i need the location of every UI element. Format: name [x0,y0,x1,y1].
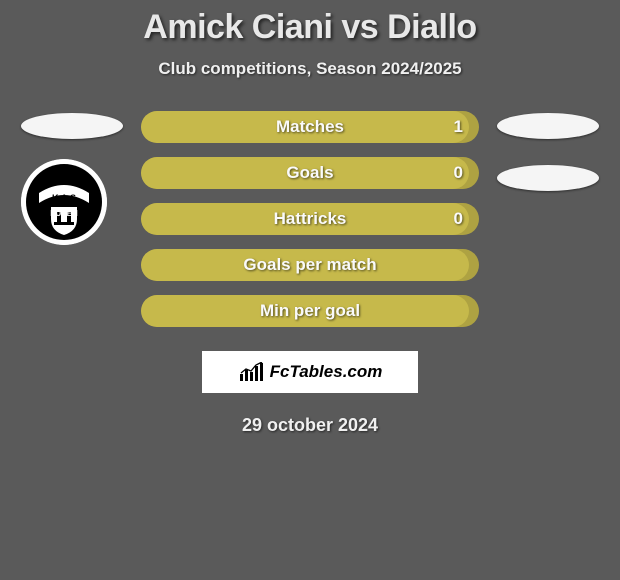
bar-label: Hattricks [274,209,347,229]
bar-label: Matches [276,117,344,137]
right-ellipse-2 [497,165,599,191]
stat-bar-matches: Matches 1 [141,111,479,143]
comparison-card: Amick Ciani vs Diallo Club competitions,… [0,0,620,436]
bar-label: Min per goal [260,301,360,321]
bar-label: Goals [286,163,333,183]
main-row: K.A.S EUPEN Matches 1 Goals 0 [0,111,620,327]
eupen-logo-icon: K.A.S EUPEN [21,159,107,245]
svg-text:EUPEN: EUPEN [50,209,78,218]
page-title: Amick Ciani vs Diallo [0,8,620,47]
stat-bar-min-per-goal: Min per goal [141,295,479,327]
bar-value: 1 [454,117,463,137]
stat-bars: Matches 1 Goals 0 Hattricks 0 Goals per … [141,111,479,327]
svg-text:K.A.S: K.A.S [52,193,76,203]
brand-text: FcTables.com [270,362,383,382]
club-badge-eupen: K.A.S EUPEN [21,159,107,245]
bar-label: Goals per match [243,255,376,275]
date-label: 29 october 2024 [0,415,620,436]
stat-bar-hattricks: Hattricks 0 [141,203,479,235]
bar-value: 0 [454,163,463,183]
stat-bar-goals-per-match: Goals per match [141,249,479,281]
right-column [497,111,599,191]
left-column: K.A.S EUPEN [21,111,123,245]
bar-chart-icon [238,362,264,382]
stat-bar-goals: Goals 0 [141,157,479,189]
right-ellipse-1 [497,113,599,139]
bar-value: 0 [454,209,463,229]
left-ellipse-1 [21,113,123,139]
brand-box: FcTables.com [202,351,418,393]
subtitle: Club competitions, Season 2024/2025 [0,59,620,79]
